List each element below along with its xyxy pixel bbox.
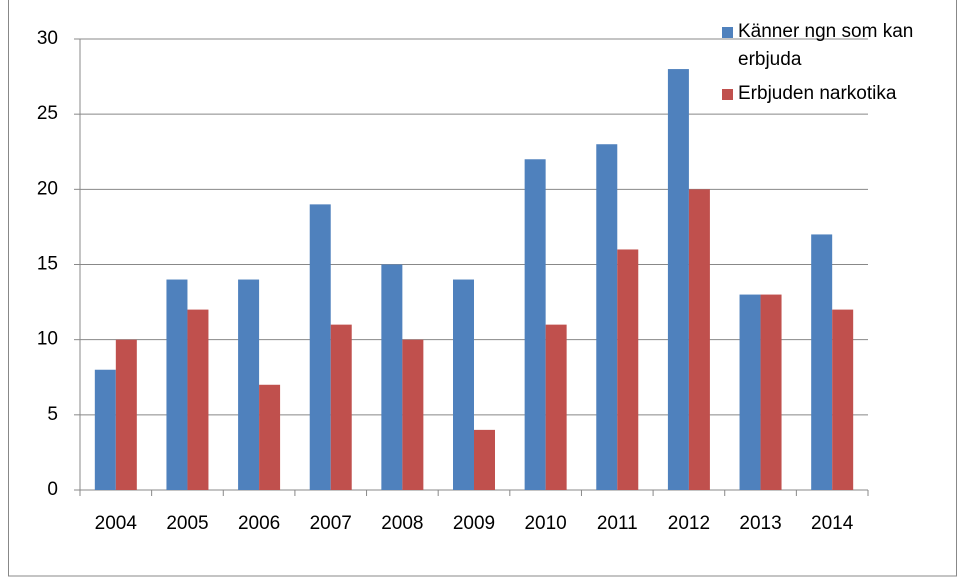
bar [309,204,331,490]
legend-label: Känner ngn som kan erbjuda [738,21,914,70]
bar [238,279,260,490]
bar [115,339,137,490]
legend-label: Erbjuden narkotika [738,83,897,104]
x-tick-label: 2005 [166,513,208,534]
legend: Känner ngn som kan erbjuda Erbjuden narko… [722,18,962,114]
x-tick-label: 2010 [524,513,566,534]
x-tick-label: 2013 [739,513,781,534]
x-tick-label: 2006 [238,513,280,534]
legend-swatch [722,89,733,100]
y-tick-label: 30 [37,28,58,49]
chart-border [8,0,957,577]
bar [832,309,854,490]
bar [596,144,618,490]
bar [94,369,116,490]
y-tick-label: 0 [47,479,58,500]
bar [688,189,710,491]
x-tick-label: 2012 [668,513,710,534]
x-tick-label: 2009 [453,513,495,534]
y-tick-label: 10 [37,329,58,350]
bar [474,429,495,490]
bar [617,249,639,490]
bar [739,294,761,490]
bar [187,309,209,490]
legend-item: Erbjuden narkotika [722,80,962,108]
y-tick-label: 25 [37,103,58,124]
bar [760,294,782,490]
bar [453,279,474,490]
bar [381,264,403,490]
bar [811,234,833,490]
bar [166,279,188,490]
bar [330,324,352,490]
x-tick-label: 2004 [95,513,138,534]
bar [545,324,567,490]
bar [402,339,424,490]
y-tick-label: 20 [37,178,58,199]
y-tick-label: 15 [37,254,58,275]
bar [524,159,546,490]
legend-swatch [722,27,733,38]
x-tick-label: 2008 [381,513,423,534]
legend-item: Känner ngn som kan erbjuda [722,18,962,74]
bar [259,384,281,490]
x-tick-label: 2014 [811,513,854,534]
x-tick-label: 2011 [597,513,638,534]
y-tick-label: 5 [47,404,58,425]
x-tick-label: 2007 [310,513,352,534]
bar [667,69,689,491]
